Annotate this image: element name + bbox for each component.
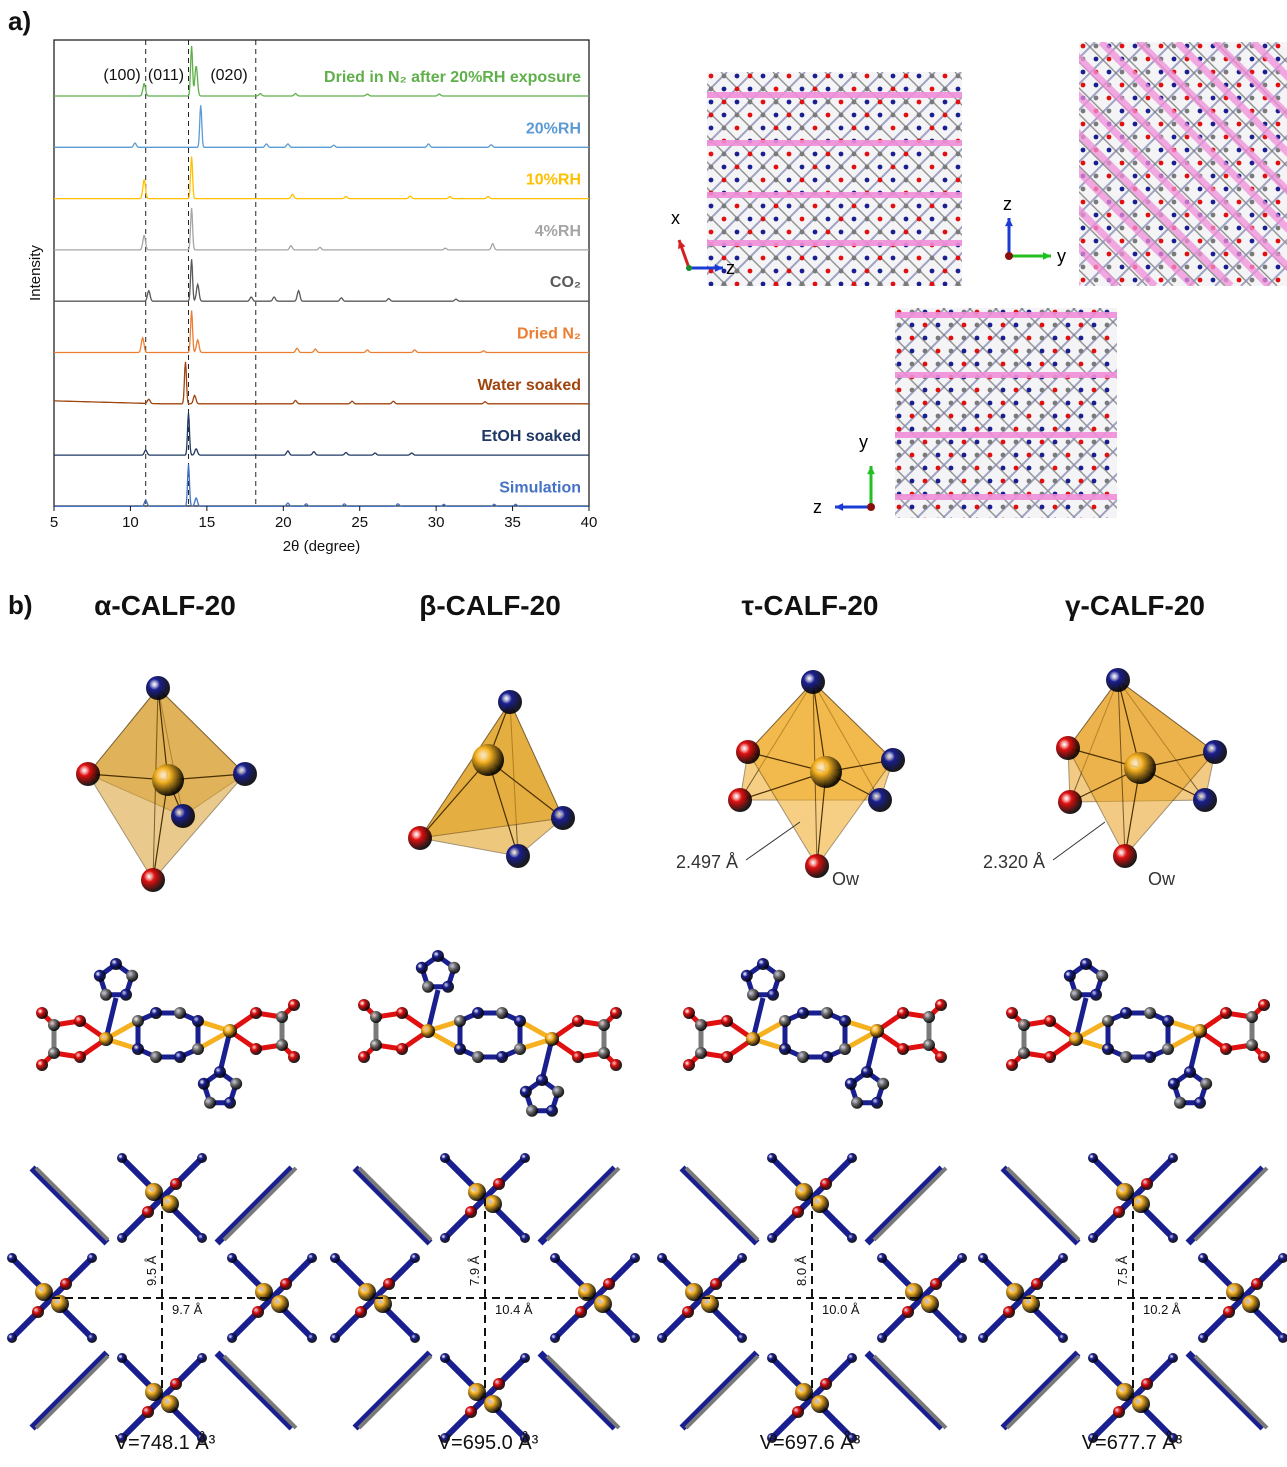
axis-z-label: z: [1003, 194, 1012, 214]
pore-width-label: 10.2 Å: [1143, 1302, 1181, 1317]
series-label: 20%RH: [526, 120, 581, 137]
series-label: EtOH soaked: [481, 428, 581, 445]
structure-view-zy-bottom: [895, 308, 1117, 518]
xrd-series-line: [54, 45, 589, 97]
y-axis-label: Intensity: [27, 245, 44, 301]
pore-width-label: 9.7 Å: [172, 1302, 203, 1317]
volume-beta: V=695.0 Å³: [437, 1432, 539, 1454]
x-tick-label: 40: [581, 514, 598, 531]
series-label: Dried N₂: [517, 326, 581, 343]
series-label: Dried in N₂ after 20%RH exposure: [324, 69, 581, 86]
axis-y-label: y: [1057, 246, 1066, 266]
pore-width-label: 10.4 Å: [495, 1302, 533, 1317]
bond-length-label: 2.497 Å: [676, 852, 738, 872]
structure-views: x z z y y z: [671, 42, 1287, 518]
x-tick-label: 35: [504, 514, 521, 531]
x-tick-label: 10: [122, 514, 139, 531]
xrd-series-line: [54, 310, 589, 354]
ow-label: Ow: [1148, 869, 1176, 889]
pore-height-label: 7.9 Å: [467, 1255, 482, 1286]
xrd-series-line: [54, 464, 589, 508]
phase-title-alpha: α-CALF-20: [94, 590, 236, 621]
series-label: Water soaked: [478, 377, 581, 394]
xrd-series-line: [54, 156, 589, 200]
peak-annotation: (020): [210, 67, 247, 84]
pore-width-label: 10.0 Å: [822, 1302, 860, 1317]
phase-title-beta: β-CALF-20: [419, 590, 561, 621]
xrd-series-line: [54, 361, 589, 405]
xrd-series-line: [54, 207, 589, 251]
pore-height-label: 7.5 Å: [1115, 1255, 1130, 1286]
axis-y-label: y: [859, 432, 868, 452]
volume-gamma: V=677.7 Å³: [1081, 1432, 1183, 1454]
axis-x-label: x: [671, 208, 680, 228]
bond-length-label: 2.320 Å: [983, 852, 1045, 872]
x-tick-label: 15: [199, 514, 216, 531]
series-label: CO₂: [550, 274, 581, 291]
series-label: Simulation: [499, 479, 581, 496]
structure-view-xz: [707, 72, 962, 286]
phase-title-tau: τ-CALF-20: [741, 590, 879, 621]
series-label: 4%RH: [535, 223, 581, 240]
panel-a-label: a): [8, 6, 32, 36]
ow-label: Ow: [832, 869, 860, 889]
phase-structures: 2.497 Å Ow 2.320 Å Ow 9.7 Å 9.5 Å 10.4 Å 7.9 Å 1…: [7, 668, 1287, 1443]
x-axis-label: 2θ (degree): [283, 538, 361, 555]
xrd-series-line: [54, 259, 589, 302]
axis-z-label: z: [813, 497, 822, 517]
x-tick-label: 20: [275, 514, 292, 531]
peak-annotation: (100): [103, 67, 140, 84]
panel-b-label: b): [8, 590, 33, 620]
structure-view-zy: [1079, 42, 1287, 286]
series-label: 10%RH: [526, 172, 581, 189]
pore-height-label: 9.5 Å: [144, 1255, 159, 1286]
xrd-series-line: [54, 413, 589, 456]
peak-annotation: (011): [148, 67, 184, 84]
volume-alpha: V=748.1 Å³: [114, 1432, 216, 1454]
xrd-series-line: [54, 105, 589, 148]
x-tick-label: 30: [428, 514, 445, 531]
axis-z-label: z: [726, 258, 735, 278]
volume-tau: V=697.6 Å³: [759, 1432, 861, 1454]
phase-title-gamma: γ-CALF-20: [1064, 590, 1205, 621]
x-tick-label: 5: [50, 514, 58, 531]
pore-height-label: 8.0 Å: [794, 1255, 809, 1286]
xrd-chart: Dried in N₂ after 20%RH exposure 20%RH 10%…: [27, 39, 598, 555]
x-tick-label: 25: [351, 514, 368, 531]
